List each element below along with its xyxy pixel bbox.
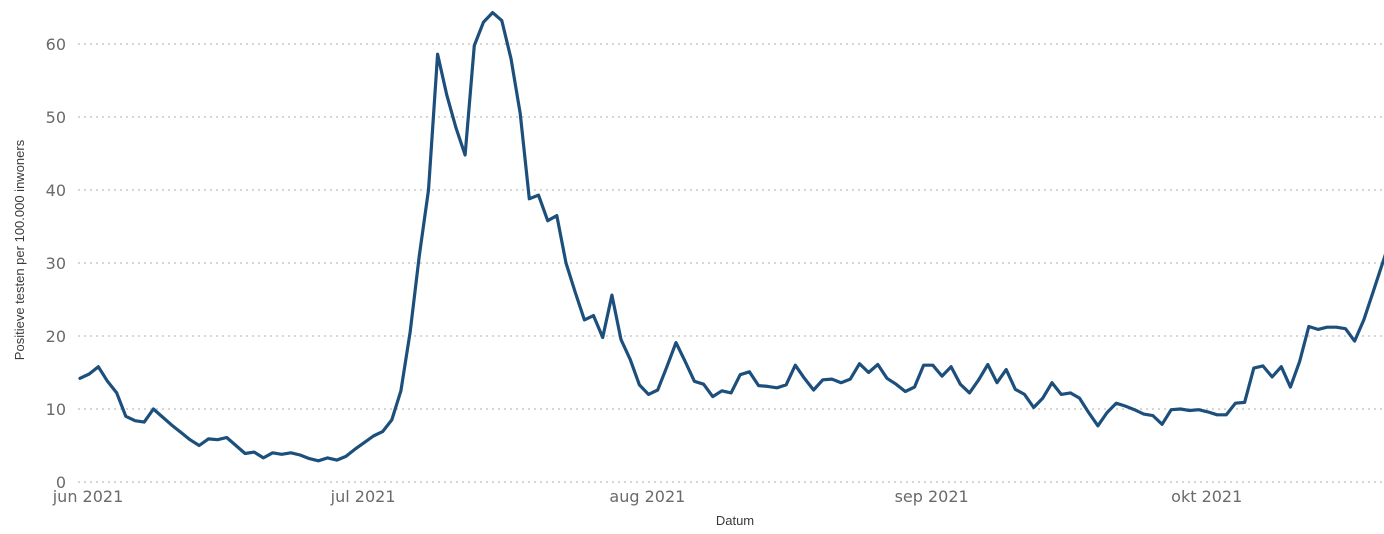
y-tick-label-0: 0 — [56, 473, 66, 492]
series-line-0 — [78, 11, 1384, 463]
x-tick-label-okt-2021: okt 2021 — [1171, 487, 1242, 506]
gridlines — [78, 43, 1384, 483]
x-tick-label-jun-2021: jun 2021 — [52, 487, 124, 506]
y-tick-label-20: 20 — [46, 327, 66, 346]
x-tick-label-jul-2021: jul 2021 — [330, 487, 396, 506]
series-layer — [78, 11, 1384, 463]
x-axis-title: Datum — [716, 513, 754, 528]
y-tick-label-60: 60 — [46, 35, 66, 54]
y-axis-ticks: 0 10 20 30 40 50 60 — [46, 35, 66, 492]
y-tick-label-30: 30 — [46, 254, 66, 273]
y-tick-label-40: 40 — [46, 181, 66, 200]
x-tick-label-aug-2021: aug 2021 — [609, 487, 685, 506]
y-tick-label-10: 10 — [46, 400, 66, 419]
y-tick-label-50: 50 — [46, 108, 66, 127]
x-tick-label-sep-2021: sep 2021 — [895, 487, 969, 506]
y-axis-title: Positieve testen per 100.000 inwoners — [12, 139, 27, 360]
x-axis-ticks: jun 2021 jul 2021 aug 2021 sep 2021 okt 2021 — [52, 487, 1243, 506]
